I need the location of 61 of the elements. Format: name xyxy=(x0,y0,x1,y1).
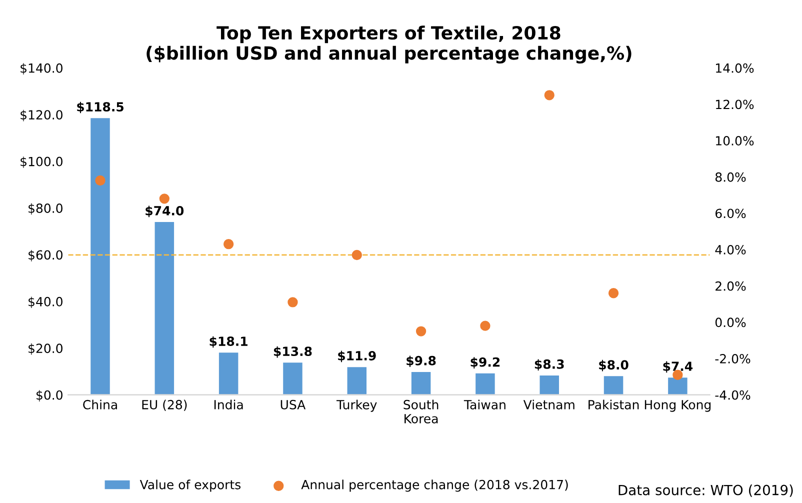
source-note: Data source: WTO (2019) xyxy=(618,484,793,497)
y2-tick-label: 4.0% xyxy=(715,245,746,254)
data-label: $8.3 xyxy=(534,359,564,371)
bar xyxy=(668,378,688,395)
y2-tick-label: 10.0% xyxy=(716,136,754,146)
bar xyxy=(154,222,174,395)
data-label: $13.8 xyxy=(274,346,312,358)
x-tick-label: South Korea xyxy=(404,400,438,424)
point xyxy=(352,250,362,260)
x-tick-label: EU (28) xyxy=(142,400,187,411)
y-tick-label: $40.0 xyxy=(28,296,62,308)
y-tick-label: $100.0 xyxy=(20,156,62,168)
bar xyxy=(90,118,110,395)
x-tick-label: India xyxy=(214,400,243,410)
data-label: $74.0 xyxy=(146,206,184,218)
bar xyxy=(283,362,302,395)
x-tick-label: Hong Kong xyxy=(644,400,711,412)
y-tick-label: $60.0 xyxy=(28,250,62,262)
x-tick-label: Vietnam xyxy=(523,400,574,410)
bar xyxy=(540,375,559,395)
y2-tick-label: 0.0% xyxy=(715,318,746,328)
point xyxy=(223,239,234,250)
y-tick-label: $80.0 xyxy=(28,203,62,215)
y2-tick-label: 12.0% xyxy=(716,100,754,110)
point xyxy=(288,297,298,308)
y2-tick-label: 2.0% xyxy=(716,281,746,291)
data-label: $9.8 xyxy=(406,356,436,368)
x-tick-label: Turkey xyxy=(336,400,377,412)
point xyxy=(544,90,554,100)
y2-tick-label: 14.0% xyxy=(716,63,754,73)
x-tick-label: USA xyxy=(280,400,306,410)
y-tick-label: $120.0 xyxy=(20,110,62,122)
bar xyxy=(476,373,495,395)
y2-tick-label: 8.0% xyxy=(715,172,746,182)
bar xyxy=(411,372,431,395)
point xyxy=(95,175,106,186)
data-label: $11.9 xyxy=(338,350,376,362)
bar xyxy=(347,367,367,395)
y-tick-label: $0.0 xyxy=(36,390,62,402)
data-label: $118.5 xyxy=(77,102,124,114)
point xyxy=(608,288,619,298)
data-label: $18.1 xyxy=(210,336,248,348)
data-label: $9.2 xyxy=(470,357,500,368)
legend-label: Annual percentage change (2018 vs.2017) xyxy=(301,480,568,492)
legend-label: Value of exports xyxy=(140,480,241,492)
chart-title: Top Ten Exporters of Textile, 2018 ($billion USD and annual percentage change,%) xyxy=(146,26,632,64)
x-tick-label: Pakistan xyxy=(588,400,639,410)
data-label: $8.0 xyxy=(599,360,628,372)
bar xyxy=(604,376,624,395)
y2-tick-label: 6.0% xyxy=(716,208,746,218)
data-label: $7.4 xyxy=(663,361,693,373)
y-tick-label: $20.0 xyxy=(28,343,62,355)
x-tick-label: China xyxy=(83,400,117,410)
y2-tick-label: -2.0% xyxy=(715,354,750,364)
point xyxy=(416,326,426,336)
y-tick-label: $140.0 xyxy=(20,63,62,74)
y2-tick-label: -4.0% xyxy=(715,390,750,400)
point xyxy=(159,194,170,204)
point xyxy=(480,320,490,331)
bar xyxy=(218,352,238,395)
x-tick-label: Taiwan xyxy=(464,400,506,410)
